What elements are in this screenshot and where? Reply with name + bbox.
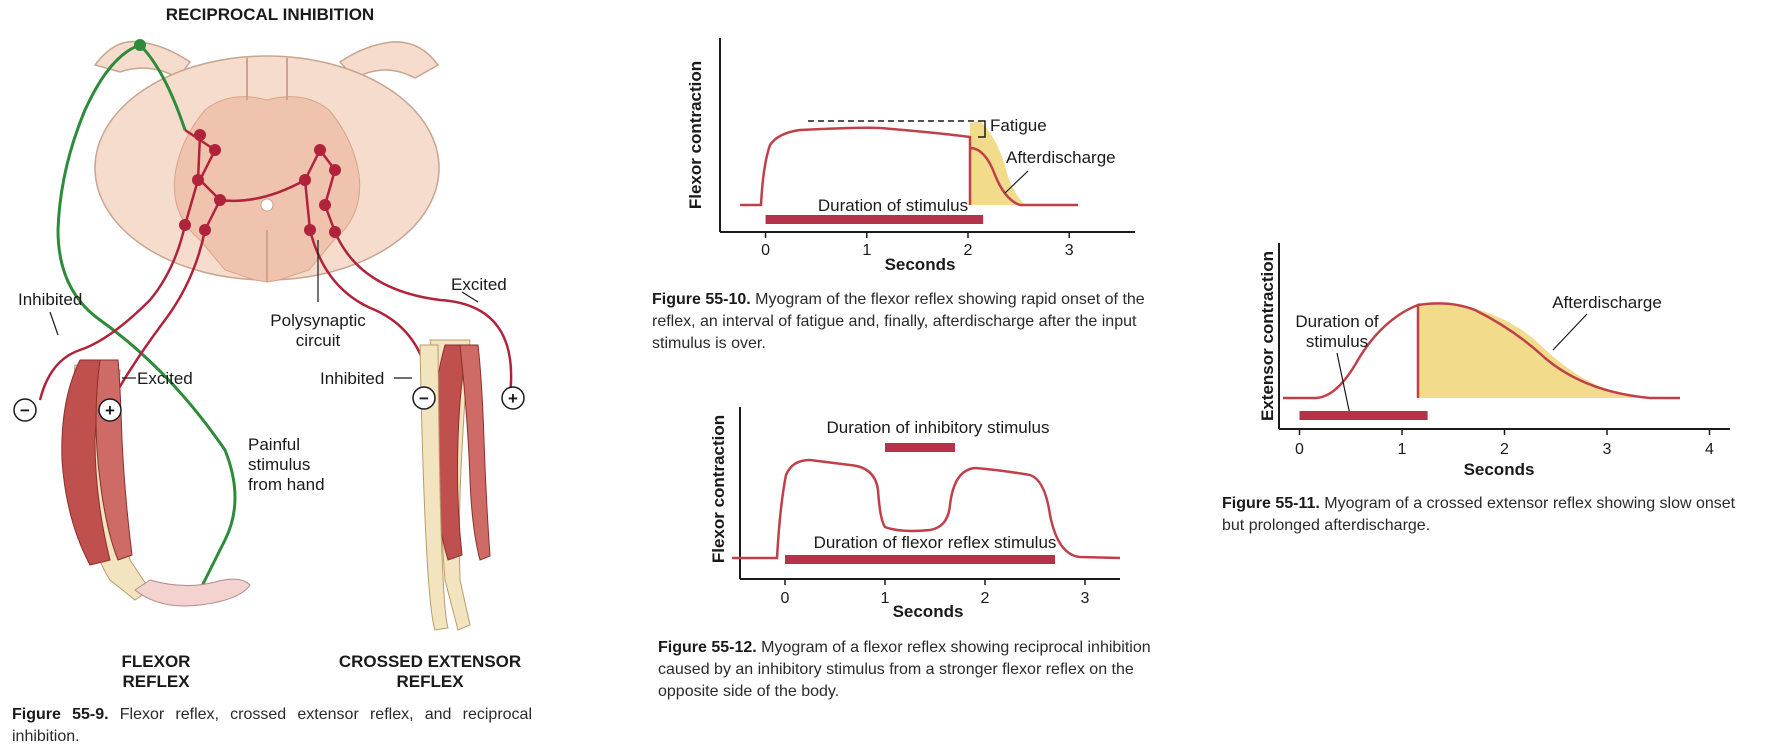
svg-text:−: − — [419, 389, 429, 408]
x-tick-label: 0 — [781, 590, 790, 607]
svg-text:+: + — [105, 401, 115, 420]
x-tick-label: 1 — [862, 242, 871, 259]
fig10-fatigue-label: Fatigue — [990, 116, 1047, 135]
fig12-flexor-label: Duration of flexor reflex stimulus — [814, 533, 1057, 552]
fig12-flexor-bar — [785, 555, 1055, 564]
x-tick-label: 3 — [1603, 441, 1612, 458]
fig12-xticks: 0 1 2 3 — [781, 579, 1090, 607]
label-painful-1: Painful — [248, 435, 300, 454]
fig11-xticks: 0 1 2 3 4 — [1295, 429, 1714, 458]
x-tick-label: 2 — [964, 242, 973, 259]
fig10-afterdischarge-label: Afterdischarge — [1006, 148, 1116, 167]
label-inhibited-left: Inhibited — [18, 290, 82, 309]
caption-label: Figure 55-9. — [12, 706, 109, 723]
label-painful-2: stimulus — [248, 455, 310, 474]
figure-55-9-caption: Figure 55-9. Flexor reflex, crossed exte… — [12, 704, 532, 748]
label-flexor-1: FLEXOR — [122, 652, 191, 671]
excited-right-marker: + — [501, 386, 525, 410]
fig11-afterdischarge-fill — [1418, 303, 1638, 398]
figure-55-10-caption: Figure 55-10. Myogram of the flexor refl… — [652, 289, 1177, 355]
label-excited-right: Excited — [451, 275, 507, 294]
fig10-afterdischarge-fill — [970, 121, 1025, 205]
flexor-limb — [61, 359, 251, 607]
figure-55-12-chart: 0 1 2 3 Seconds Flexor contraction Duration… — [709, 407, 1121, 621]
svg-text:−: − — [20, 401, 30, 420]
fig11-xlabel: Seconds — [1464, 460, 1535, 479]
caption-label: Figure 55-11. — [1222, 495, 1320, 512]
caption-label: Figure 55-10. — [652, 291, 751, 308]
label-flexor-2: REFLEX — [122, 672, 190, 691]
fig11-stimulus-label-2: stimulus — [1306, 332, 1368, 351]
figure-55-12-caption: Figure 55-12. Myogram of a flexor reflex… — [658, 637, 1188, 703]
fig10-curve — [740, 126, 1078, 207]
fig10-xlabel: Seconds — [885, 255, 956, 274]
label-crossed-1: CROSSED EXTENSOR — [339, 652, 521, 671]
inhibited-right-marker: − — [412, 386, 436, 410]
fig10-ylabel: Flexor contraction — [686, 61, 705, 209]
x-tick-label: 2 — [981, 590, 990, 607]
figure-55-9-diagram: RECIPROCAL INHIBITION — [13, 5, 525, 691]
fig11-curve — [1283, 302, 1680, 400]
label-polysynaptic-2: circuit — [296, 331, 341, 350]
excited-left-marker: + — [98, 398, 122, 422]
x-tick-label: 3 — [1065, 242, 1074, 259]
inhibited-left-marker: − — [13, 398, 37, 422]
x-tick-label: 2 — [1500, 441, 1509, 458]
caption-text: Myogram of the flexor reflex showing rap… — [652, 291, 1145, 352]
caption-label: Figure 55-12. — [658, 639, 757, 656]
fig11-stimulus-label-1: Duration of — [1295, 312, 1378, 331]
label-painful-3: from hand — [248, 475, 325, 494]
label-polysynaptic-1: Polysynaptic — [270, 311, 366, 330]
fig12-xlabel: Seconds — [893, 602, 964, 621]
x-tick-label: 4 — [1705, 441, 1714, 458]
sensory-nerve-fiber — [56, 43, 237, 591]
extensor-limb — [419, 339, 491, 631]
fig11-ylabel: Extensor contraction — [1258, 251, 1277, 421]
fig10-xticks: 0 1 2 3 — [761, 232, 1074, 259]
fig11-afterdischarge-label: Afterdischarge — [1552, 293, 1662, 312]
sensory-ganglion-cell — [134, 39, 146, 51]
label-crossed-2: REFLEX — [396, 672, 464, 691]
x-tick-label: 3 — [1081, 590, 1090, 607]
x-tick-label: 1 — [1398, 441, 1407, 458]
label-inhibited-right: Inhibited — [320, 369, 384, 388]
caption-text: Myogram of a crossed extensor reflex sho… — [1222, 495, 1736, 534]
fig12-curve — [732, 458, 1121, 560]
label-excited-left: Excited — [137, 369, 193, 388]
spinal-cord — [93, 40, 440, 283]
fig10-stimulus-bar — [765, 215, 984, 224]
caption-text: Myogram of a flexor reflex showing recip… — [658, 639, 1151, 700]
fig10-axes — [719, 38, 1135, 233]
x-tick-label: 0 — [1295, 441, 1304, 458]
fig12-ylabel: Flexor contraction — [709, 415, 728, 563]
figure-55-11-caption: Figure 55-11. Myogram of a crossed exten… — [1222, 493, 1752, 537]
fig11-stimulus-bar — [1299, 411, 1428, 420]
fig12-inhibitory-label: Duration of inhibitory stimulus — [827, 418, 1050, 437]
caption-text: Flexor reflex, crossed extensor reflex, … — [12, 706, 532, 745]
figure-55-11-chart: 0 1 2 3 4 Seconds Extensor contraction Durat… — [1258, 243, 1730, 479]
x-tick-label: 1 — [881, 590, 890, 607]
fig10-stimulus-label: Duration of stimulus — [818, 196, 968, 215]
svg-text:+: + — [508, 389, 518, 408]
fig12-inhibitory-bar — [885, 443, 955, 452]
fig10-fatigue-bracket — [978, 120, 986, 138]
fig9-title: RECIPROCAL INHIBITION — [166, 5, 374, 24]
fig12-axes — [739, 407, 1120, 580]
x-tick-label: 0 — [761, 242, 770, 259]
